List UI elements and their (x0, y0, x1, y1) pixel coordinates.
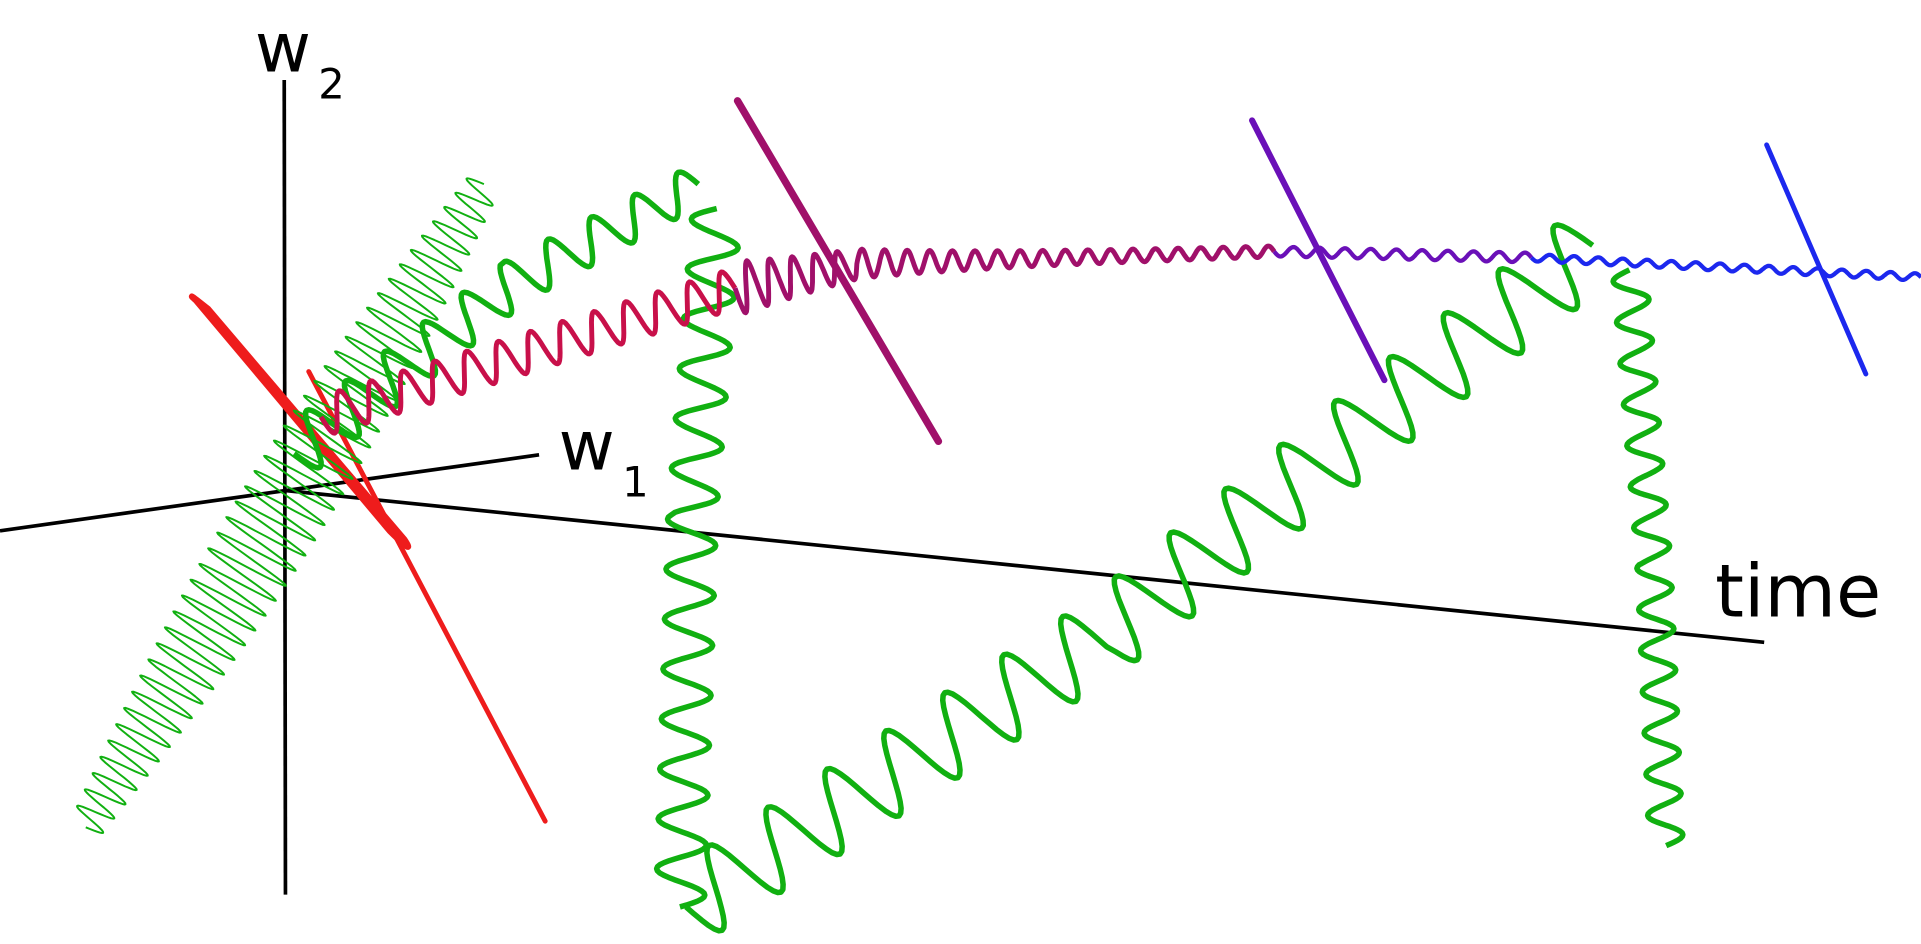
green-bottom-wave-trajectory (684, 222, 1595, 934)
magenta-straight-trajectory (733, 97, 943, 446)
w2-label-sub: 2 (318, 59, 345, 108)
magenta-wave-trajectory (732, 243, 1277, 316)
w1-label-sub: 1 (622, 458, 648, 507)
red-straight-trajectory (306, 369, 548, 824)
time-axis (284, 488, 1765, 645)
time-axis-label: time (1715, 550, 1881, 635)
w2-label-base: w (255, 8, 311, 88)
blue-wave-trajectory (1529, 252, 1921, 283)
green-right-wave-trajectory (1610, 267, 1686, 849)
blue-straight-trajectory (1764, 142, 1869, 377)
w1-label-base: w (559, 407, 615, 487)
crimson-wave-trajectory (318, 269, 738, 436)
purple-straight-trajectory (1249, 117, 1388, 384)
green-left-wave-trajectory (653, 205, 741, 910)
w1-axis (0, 453, 540, 533)
red-ellipse-trajectory (188, 293, 412, 550)
green-upper-wave-trajectory (292, 169, 701, 471)
w2-axis (282, 79, 288, 895)
purple-wave-trajectory (1272, 244, 1534, 265)
green-thin-spiral-trajectory (76, 177, 494, 835)
